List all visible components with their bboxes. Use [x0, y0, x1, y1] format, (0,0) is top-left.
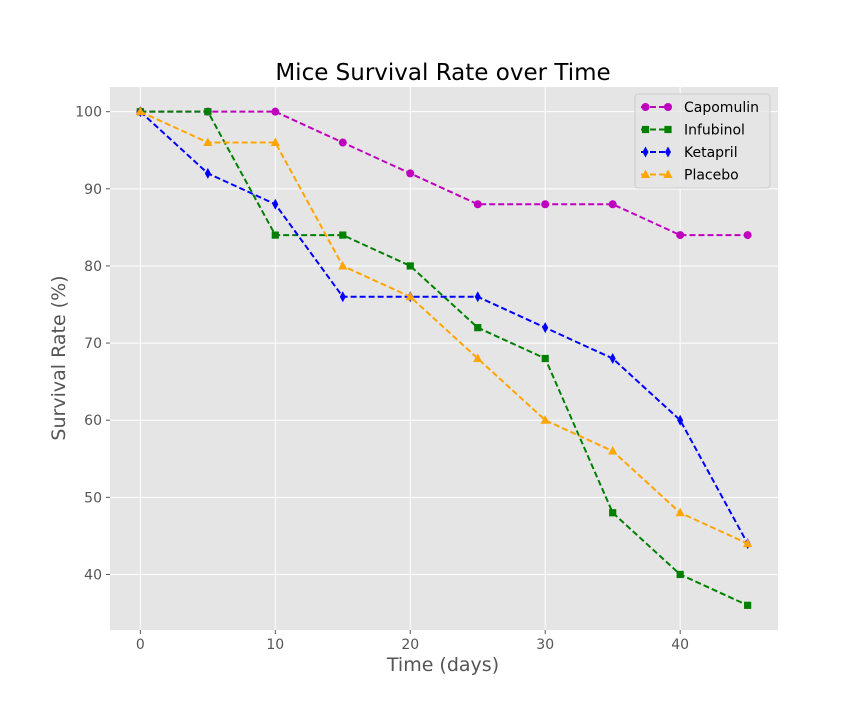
legend-item: Ketapril: [641, 145, 738, 161]
data-point: [540, 415, 550, 424]
data-point: [675, 507, 685, 517]
series-line: [139, 110, 749, 545]
legend-marker: [640, 169, 651, 178]
y-tick-label: 70: [84, 336, 102, 352]
series-line: [140, 110, 749, 607]
y-tick-label: 40: [84, 567, 102, 583]
data-point: [474, 291, 481, 303]
legend-marker: [664, 125, 672, 134]
series-line: [139, 110, 749, 545]
data-point: [339, 231, 347, 239]
y-axis-label: Survival Rate (%): [48, 275, 70, 440]
x-tick-label: 30: [536, 637, 554, 653]
data-point: [338, 138, 347, 147]
data-point: [609, 509, 617, 517]
data-point: [676, 231, 685, 240]
legend-marker: [641, 103, 650, 111]
data-point: [271, 231, 279, 239]
legend-marker: [641, 125, 650, 134]
legend-box: [634, 93, 771, 189]
legend-item: Placebo: [640, 168, 739, 184]
data-point: [609, 353, 616, 364]
legend-item: Capomulin: [641, 100, 759, 116]
legend-marker: [663, 169, 673, 178]
data-point: [743, 231, 752, 240]
legend-label: Ketapril: [684, 145, 738, 161]
legend: Capomulin Infubinol Ketapril Placebo: [634, 93, 771, 189]
data-point: [743, 538, 753, 548]
data-point: [338, 260, 348, 270]
data-point: [135, 106, 145, 116]
x-tick-label: 10: [266, 637, 284, 653]
data-point: [406, 169, 415, 178]
x-tick-label: 40: [671, 637, 689, 653]
series-placebo: [135, 106, 753, 548]
data-point: [474, 324, 482, 332]
data-point: [203, 137, 213, 147]
data-point: [204, 108, 212, 116]
data-point: [608, 446, 618, 455]
x-axis-label: Time (days): [386, 654, 499, 676]
x-tick-label: 20: [401, 637, 419, 653]
data-point: [541, 200, 550, 209]
series-line: [140, 110, 748, 237]
data-point: [542, 322, 549, 334]
y-tick-label: 100: [75, 105, 102, 121]
y-tick-label: 90: [84, 182, 102, 198]
legend-marker: [665, 146, 671, 158]
y-tick-label: 80: [84, 259, 102, 275]
data-point: [676, 570, 684, 579]
data-point: [271, 107, 280, 116]
legend-item: Infubinol: [641, 123, 745, 139]
y-tick-label: 50: [84, 490, 102, 506]
data-point: [339, 291, 346, 303]
data-point: [272, 198, 279, 210]
legend-marker: [664, 103, 672, 111]
data-point: [677, 414, 684, 426]
data-point: [406, 262, 414, 270]
data-series: [135, 106, 753, 609]
data-point: [204, 167, 211, 179]
data-point: [608, 200, 617, 209]
data-point: [473, 200, 482, 209]
data-point: [270, 137, 280, 147]
data-point: [541, 354, 549, 363]
legend-label: Placebo: [684, 168, 739, 184]
legend-label: Infubinol: [684, 123, 745, 139]
chart-title: Mice Survival Rate over Time: [275, 60, 610, 86]
series-ketapril: [137, 106, 751, 550]
data-point: [744, 601, 752, 609]
data-point: [473, 353, 483, 362]
legend-label: Capomulin: [684, 100, 759, 116]
data-point: [405, 291, 415, 301]
x-tick-label: 0: [136, 637, 145, 653]
y-tick-label: 60: [84, 413, 102, 429]
axis-ticks: 0 10 20 30 40 40 50 60 70 80 90 100: [75, 105, 689, 653]
legend-marker: [642, 146, 649, 158]
